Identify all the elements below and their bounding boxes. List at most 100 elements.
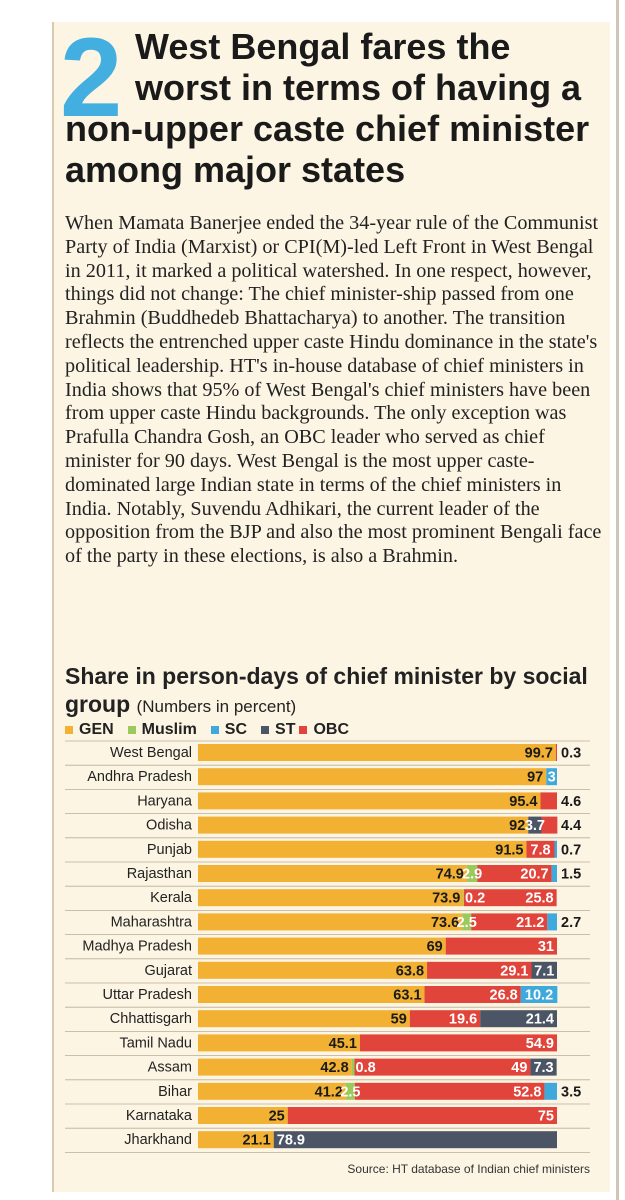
bar-segment-obc — [424, 986, 521, 1003]
data-label: 26.8 — [490, 988, 518, 1004]
headline-line: worst in terms of having a — [135, 67, 582, 108]
legend-swatch — [65, 726, 73, 734]
category-label: Rajasthan — [127, 866, 192, 882]
legend-item-muslim: Muslim — [127, 721, 197, 739]
bar-segment-st — [480, 1010, 557, 1028]
bar-segment-gen — [198, 961, 428, 979]
bar-segment-sc — [547, 913, 557, 931]
legend-item-gen: GEN — [65, 721, 114, 739]
bar-segment-gen — [198, 792, 541, 810]
bar-segment-sc — [544, 1082, 557, 1100]
chart-subtitle: (Numbers in percent) — [136, 697, 297, 716]
category-label: Assam — [148, 1060, 192, 1076]
bar-segment-gen — [198, 1034, 360, 1052]
bar-segment-obc — [541, 816, 558, 834]
data-label: 78.9 — [277, 1133, 305, 1149]
data-label: 0.8 — [356, 1060, 376, 1076]
bar-segment-obc — [359, 1034, 557, 1052]
chart-legend: GEN Muslim SC ST OBC — [65, 720, 363, 740]
bar-segment-gen — [198, 1107, 288, 1124]
bar-segment-obc — [540, 792, 557, 810]
bar-segment-obc — [354, 1082, 545, 1100]
legend-label: SC — [224, 721, 248, 738]
data-label: 3.7 — [525, 818, 545, 834]
legend-swatch — [299, 726, 308, 734]
data-label: 3.5 — [561, 1084, 581, 1100]
category-label: Madhya Pradesh — [82, 939, 192, 955]
chart-title: Share in person-days of chief minister b… — [65, 662, 605, 721]
bar-segment-muslim — [466, 865, 478, 882]
bar-segment-sc — [551, 865, 557, 882]
category-label: Uttar Pradesh — [103, 987, 192, 1003]
bar-segment-gen — [198, 865, 467, 882]
category-label: Tamil Nadu — [119, 1035, 192, 1051]
bar-segment-gen — [198, 1131, 274, 1149]
bar-segment-obc — [526, 840, 555, 858]
data-label: 73.9 — [432, 891, 460, 907]
category-label: Bihar — [158, 1084, 192, 1100]
data-label: 49 — [511, 1060, 527, 1076]
category-label: Gujarat — [144, 963, 192, 979]
bar-segment-obc — [477, 865, 552, 882]
legend-label: GEN — [79, 721, 114, 738]
data-label: 2.5 — [457, 915, 477, 931]
bar-segment-obc — [555, 744, 557, 761]
data-label: 20.7 — [520, 867, 548, 883]
data-label: 7.8 — [530, 842, 550, 858]
data-label: 29.1 — [500, 963, 528, 979]
bar-segment-muslim — [462, 913, 472, 931]
bar-segment-gen — [198, 840, 527, 858]
data-label: 59 — [391, 1012, 407, 1028]
data-label: 19.6 — [449, 1012, 477, 1028]
bar-segment-gen — [198, 889, 464, 907]
data-label: 73.6 — [431, 915, 459, 931]
data-label: 2.7 — [561, 915, 581, 931]
chart-source: Source: HT database of Indian chief mini… — [347, 1162, 590, 1176]
data-label: 0.2 — [465, 891, 485, 907]
data-label: 25.8 — [525, 891, 553, 907]
bar-segment-obc — [445, 937, 557, 955]
bar-segment-obc — [471, 913, 548, 931]
data-label: 3 — [548, 770, 556, 786]
bar-segment-sc — [554, 840, 557, 858]
data-label: 4.4 — [561, 818, 581, 834]
data-label: 7.3 — [533, 1060, 553, 1076]
adjacent-column-edge — [611, 0, 625, 1200]
bar-segment-sc — [546, 768, 557, 786]
bar-segment-muslim — [345, 1082, 355, 1100]
chart-title-text: Share in person-days of chief minister b… — [65, 663, 588, 717]
data-label: 21.2 — [516, 915, 544, 931]
headline-line: non-upper caste chief minister — [65, 108, 590, 149]
data-label: 54.9 — [526, 1036, 554, 1052]
bar-segment-muslim — [463, 889, 465, 907]
data-label: 41.2 — [315, 1084, 343, 1100]
data-label: 69 — [427, 939, 443, 955]
legend-swatch — [210, 726, 219, 734]
legend-item-sc: SC — [210, 721, 248, 739]
section-number: 2 — [60, 15, 122, 140]
category-label: Chhattisgarh — [110, 1011, 192, 1027]
data-label: 21.4 — [526, 1012, 554, 1028]
category-label: Karnataka — [126, 1108, 193, 1124]
bar-segment-st — [531, 961, 557, 979]
data-label: 2.9 — [462, 867, 482, 883]
data-label: 95.4 — [509, 794, 537, 810]
data-label: 0.7 — [561, 842, 581, 858]
data-label: 92 — [509, 818, 525, 834]
category-label: Jharkhand — [124, 1132, 192, 1148]
data-label: 1.5 — [561, 867, 581, 883]
data-label: 63.1 — [393, 988, 421, 1004]
headline: West Bengal fares the worst in terms of … — [65, 26, 595, 190]
category-label: Odisha — [146, 818, 193, 834]
bar-segment-gen — [198, 1010, 410, 1028]
bar-segment-obc — [409, 1010, 481, 1028]
bar-segment-st — [528, 816, 542, 834]
bar-segment-gen — [198, 1058, 352, 1076]
bar-segment-obc — [464, 889, 557, 907]
category-label: Maharashtra — [111, 914, 193, 930]
legend-swatch — [261, 726, 270, 734]
data-label: 2.5 — [340, 1084, 360, 1100]
data-label: 91.5 — [495, 842, 523, 858]
article-body: When Mamata Banerjee ended the 34-year r… — [65, 212, 602, 568]
